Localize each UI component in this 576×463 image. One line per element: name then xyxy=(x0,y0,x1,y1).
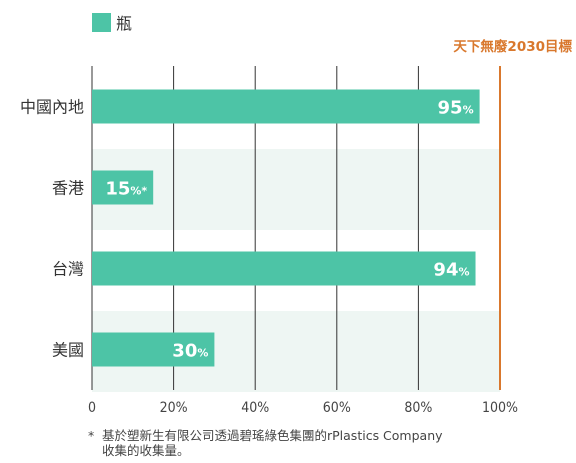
x-tick-labels: 0 20% 40% 60% 80% 100% xyxy=(88,400,518,416)
footnote: * 基於塑新生有限公司透過碧瑤綠色集團的rPlastics Company 收集的… xyxy=(88,428,558,458)
row-band xyxy=(92,149,500,230)
footnote-marker: * xyxy=(88,428,95,443)
bar-value-label: 15%* xyxy=(105,179,147,200)
x-tick-label: 0 xyxy=(88,400,96,416)
target-group: 天下無廢2030目標 xyxy=(453,38,572,390)
legend: 瓶 xyxy=(92,13,132,33)
category-label: 香港 xyxy=(52,179,84,198)
row-bands xyxy=(92,149,500,392)
bar xyxy=(92,251,476,286)
category-label: 台灣 xyxy=(52,260,84,279)
legend-label: 瓶 xyxy=(116,14,132,33)
legend-swatch xyxy=(92,13,111,32)
x-tick-label: 100% xyxy=(482,400,518,416)
category-label: 美國 xyxy=(52,341,84,360)
bar-value-label: 30% xyxy=(172,341,208,362)
target-label: 天下無廢2030目標 xyxy=(453,38,572,55)
bars xyxy=(92,89,480,367)
footnote-line-1: 基於塑新生有限公司透過碧瑤綠色集團的rPlastics Company xyxy=(102,428,443,443)
bar-value-label: 95% xyxy=(438,98,474,119)
footnote-line-2: 收集的收集量。 xyxy=(102,443,190,458)
bar xyxy=(92,89,480,124)
category-label: 中國內地 xyxy=(20,98,84,117)
value-labels: 95% 15%* 94% 30% xyxy=(105,98,473,362)
x-tick-label: 20% xyxy=(160,400,188,416)
x-tick-label: 40% xyxy=(241,400,269,416)
bar xyxy=(92,170,154,205)
x-tick-label: 60% xyxy=(323,400,351,416)
x-tick-label: 80% xyxy=(404,400,432,416)
bar xyxy=(92,332,215,367)
bar-value-label: 94% xyxy=(433,260,469,281)
